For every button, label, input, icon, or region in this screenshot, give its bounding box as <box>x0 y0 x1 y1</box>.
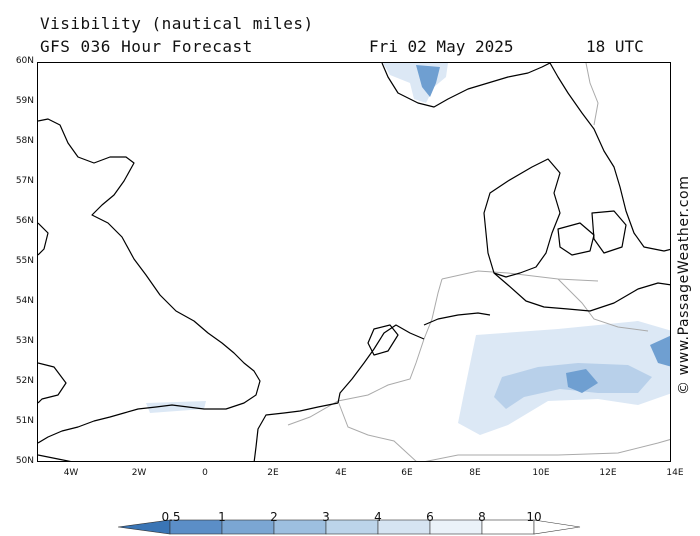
lon-label-14e: 14E <box>666 468 684 478</box>
lat-label-60n: 60N <box>15 56 34 66</box>
normandy-coast <box>38 454 72 461</box>
lat-label-50n: 50N <box>15 456 34 466</box>
danish-islands <box>557 222 595 256</box>
scotland-west <box>38 222 49 256</box>
lon-label-10e: 10E <box>532 468 550 478</box>
ijsselmeer <box>367 324 399 356</box>
netherlands-coast <box>337 324 425 404</box>
credit-text: © www.PassageWeather.com <box>676 175 692 395</box>
lat-label-59n: 59N <box>15 96 34 106</box>
forecast-label: GFS 036 Hour Forecast <box>40 37 253 56</box>
forecast-date: Fri 02 May 2025 <box>369 37 514 56</box>
colorbar-label-6: 6 <box>426 510 434 524</box>
lon-label-0: 0 <box>202 468 208 478</box>
lat-label-55n: 55N <box>15 256 34 266</box>
forecast-time: 18 UTC <box>586 37 644 56</box>
lat-label-57n: 57N <box>15 176 34 186</box>
lon-label-12e: 12E <box>599 468 617 478</box>
colorbar-label-3: 3 <box>322 510 330 524</box>
colorbar <box>118 519 581 535</box>
fog-patch-norway-core <box>416 65 440 97</box>
lon-label-8e: 8E <box>469 468 481 478</box>
lat-label-51n: 51N <box>15 416 34 426</box>
lat-label-58n: 58N <box>15 136 34 146</box>
colorbar-label-4: 4 <box>374 510 382 524</box>
colorbar-label-2: 2 <box>270 510 278 524</box>
lon-label-4w: 4W <box>63 468 79 478</box>
colorbar-label-8: 8 <box>478 510 486 524</box>
denmark-jutland <box>483 158 561 278</box>
map-canvas <box>38 63 670 461</box>
colorbar-label-0.5: 0.5 <box>161 510 181 524</box>
map-title: Visibility (nautical miles) <box>40 14 314 33</box>
lat-label-56n: 56N <box>15 216 34 226</box>
sweden-coast <box>549 63 670 252</box>
lat-label-52n: 52N <box>15 376 34 386</box>
lat-label-54n: 54N <box>15 296 34 306</box>
lon-label-2w: 2W <box>131 468 147 478</box>
norway-coast <box>381 63 551 108</box>
lon-label-2e: 2E <box>267 468 279 478</box>
wadden-coast <box>423 312 491 326</box>
colorbar-label-1: 1 <box>218 510 226 524</box>
lon-label-4e: 4E <box>335 468 347 478</box>
colorbar-label-10: 10 <box>526 510 542 524</box>
visibility-map[interactable] <box>37 62 671 462</box>
wales-coast <box>38 362 67 404</box>
zealand <box>591 210 627 254</box>
baltic-coast <box>493 272 670 312</box>
lat-label-53n: 53N <box>15 336 34 346</box>
coastlines <box>38 63 670 461</box>
lon-label-6e: 6E <box>401 468 413 478</box>
fog-patch-channel <box>146 401 206 413</box>
national-borders <box>287 63 670 461</box>
fog-patch-germany-dark <box>566 369 598 393</box>
france-coast <box>253 402 339 461</box>
fog-patch-east <box>650 335 670 367</box>
visibility-field <box>146 63 670 435</box>
great-britain-coast <box>38 118 261 444</box>
